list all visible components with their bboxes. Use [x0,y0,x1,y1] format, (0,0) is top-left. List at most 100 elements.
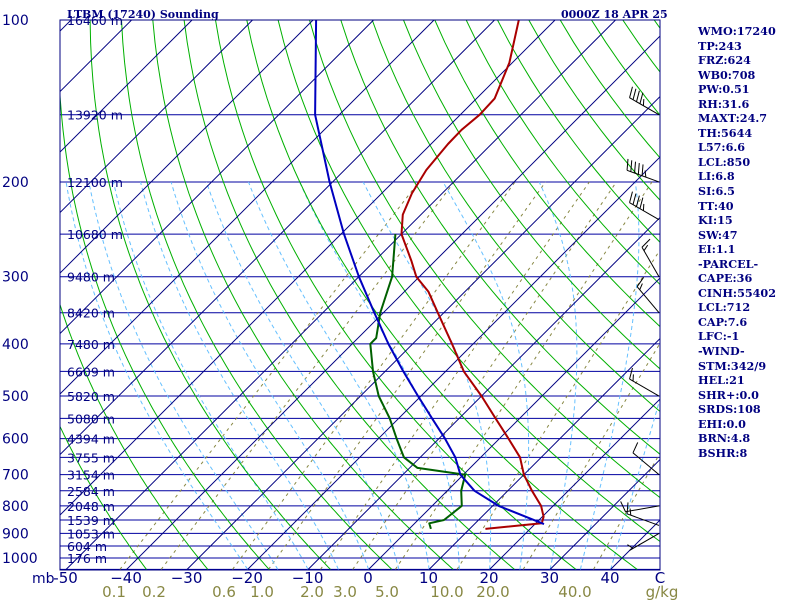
wind-barb-500 [629,367,660,397]
index-line: EI:1.1 [698,242,736,257]
height-label: 8420 m [67,306,115,321]
isotherm [60,20,193,153]
isotherm [60,20,253,214]
dewpoint-line [369,234,467,530]
mixing-ratio-line [522,342,660,570]
index-line: EHI:0.0 [698,416,746,431]
barb-staff [632,452,660,476]
dry-adiabat [89,20,331,570]
pressure-tick-label: 1000 [2,551,38,567]
isotherm [60,20,374,335]
barb-feather [626,502,629,514]
isotherm [60,20,435,395]
height-label: 13920 m [67,108,123,123]
dry-adiabat-lines [60,20,660,570]
isotherm [489,398,660,570]
index-line: FRZ:624 [698,53,751,68]
wind-barb-900 [627,532,660,551]
barb-feather [629,367,633,380]
moist-adiabat [206,181,400,570]
moist-adiabat [610,397,660,570]
index-line: BSHR:8 [698,445,748,460]
isotherm-lines [60,20,660,570]
wind-barb-235 [629,191,660,221]
mixing-ratio-label: 5.0 [375,583,399,600]
moist-adiabat [112,181,309,570]
pressure-tick-label: 200 [2,175,29,191]
index-line: LFC:-1 [698,329,740,344]
height-label: 4394 m [67,432,115,447]
barb-feather [635,195,640,207]
unit-gkg-label: g/kg [646,583,679,600]
temperature-tick-label: −40 [110,569,142,587]
barb-staff [629,378,660,397]
barb-feather [632,88,637,100]
isotherm [247,156,660,570]
temperature-tick-label: 0 [363,569,373,587]
height-label: 1539 m [67,513,115,528]
pressure-tick-label: 500 [2,389,29,405]
isotherm [126,35,660,570]
parcel-line [314,20,545,526]
height-label: 2048 m [67,499,115,514]
height-label: 604 m [67,539,107,554]
index-line: CAPE:36 [698,271,753,286]
barb-feather [635,90,640,102]
height-label: 3154 m [67,468,115,483]
wind-barb-870 [626,502,660,526]
isotherm [60,20,495,456]
index-line: WMO:17240 [698,24,776,38]
mixing-ratio-label: 0.6 [212,583,236,600]
barb-feather [629,86,633,98]
moist-adiabat [140,181,339,570]
index-line: RH:31.6 [698,96,750,111]
wind-barb-350 [636,277,660,314]
height-label: 16460 m [67,13,123,28]
wind-barb-800 [620,501,660,513]
indices-panel: WMO:17240 TP:243 FRZ:624 WB0:708 PW:0.51 RH:3… [698,24,800,460]
dry-adiabat [183,20,515,570]
unit-c-label: C [655,569,665,587]
height-label: 176 m [67,551,107,566]
mixing-ratio-label: 3.0 [333,583,357,600]
temperature-tick-label: -50 [53,569,78,587]
index-line: SHR+:0.0 [698,387,759,402]
moist-adiabat [362,181,492,570]
index-line: WB0:708 [698,67,756,82]
height-label: 5820 m [67,389,115,404]
dry-adiabat [434,20,660,328]
barb-staff [629,97,660,116]
pressure-tick-label: 800 [2,499,29,515]
mixing-ratio-label: 0.1 [102,583,126,600]
isotherm [60,20,314,274]
barb-staff [629,202,660,221]
dry-adiabat [60,425,147,570]
index-line: BRN:4.8 [698,431,751,446]
wind-barb-700 [632,442,660,476]
barb-feather [643,244,649,251]
mixing-ratio-line [352,181,617,570]
mixing-ratio-label: 1.0 [250,583,274,600]
index-line: TP:243 [698,38,742,53]
barb-staff [636,286,660,314]
mixing-ratio-label: 40.0 [558,583,591,600]
isotherm [428,337,660,570]
height-label: 1053 m [67,526,115,541]
sounding-series [314,20,545,530]
index-line: PW:0.51 [698,82,750,97]
dry-adiabat [309,20,660,499]
dry-adiabat [465,20,660,286]
barb-feather [630,160,633,172]
mixing-ratio-line [119,181,420,570]
isotherm [549,458,660,570]
moist-adiabat [299,181,460,570]
barb-staff [626,169,660,183]
mixing-ratio-label: 0.2 [142,583,166,600]
barb-feather [639,283,643,290]
dry-adiabat [152,20,454,570]
height-label: 6609 m [67,364,115,379]
moist-adiabat [88,181,279,570]
moist-adiabat [248,181,430,570]
barb-feather [637,163,640,175]
